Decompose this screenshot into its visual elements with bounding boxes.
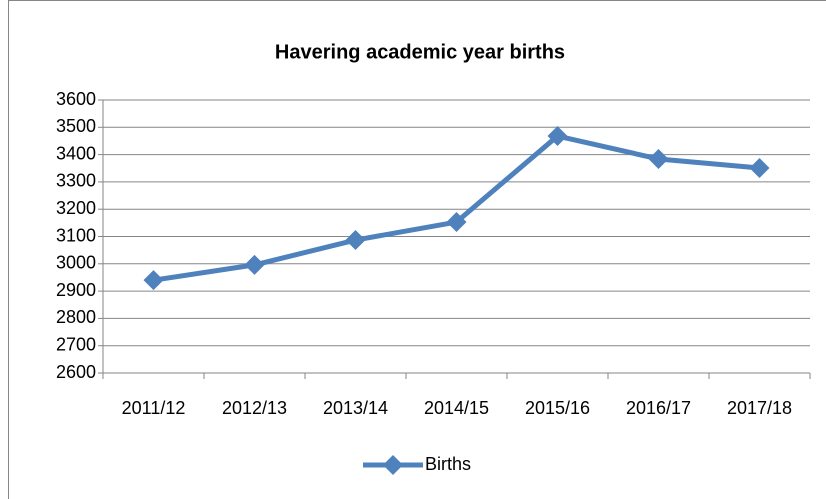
- y-tick-label: 3400: [56, 143, 96, 163]
- y-tick-label: 3100: [56, 225, 96, 245]
- y-tick-label: 2700: [56, 334, 96, 354]
- x-tick-label: 2012/13: [222, 398, 287, 418]
- x-tick-label: 2017/18: [727, 398, 792, 418]
- y-tick-label: 3000: [56, 253, 96, 273]
- data-point: [749, 157, 770, 178]
- x-tick-label: 2013/14: [323, 398, 388, 418]
- y-tick-label: 3500: [56, 116, 96, 136]
- x-tick-label: 2016/17: [626, 398, 691, 418]
- x-tick-label: 2014/15: [424, 398, 489, 418]
- data-point: [345, 230, 366, 251]
- data-point: [244, 254, 265, 275]
- y-tick-label: 2800: [56, 307, 96, 327]
- x-tick-label: 2011/12: [122, 398, 186, 418]
- y-tick-label: 3300: [56, 171, 96, 191]
- y-tick-label: 2600: [56, 362, 96, 382]
- y-tick-label: 3600: [56, 89, 96, 109]
- chart-title: Havering academic year births: [275, 41, 565, 63]
- data-point: [143, 270, 164, 291]
- legend-marker: [383, 455, 403, 475]
- chart-border: [8, 0, 826, 499]
- y-tick-label: 3200: [56, 198, 96, 218]
- x-tick-label: 2015/16: [525, 398, 590, 418]
- y-tick-label: 2900: [56, 280, 96, 300]
- data-point: [648, 148, 669, 169]
- data-point: [547, 126, 568, 147]
- data-point: [446, 212, 467, 233]
- legend-label: Births: [425, 454, 471, 474]
